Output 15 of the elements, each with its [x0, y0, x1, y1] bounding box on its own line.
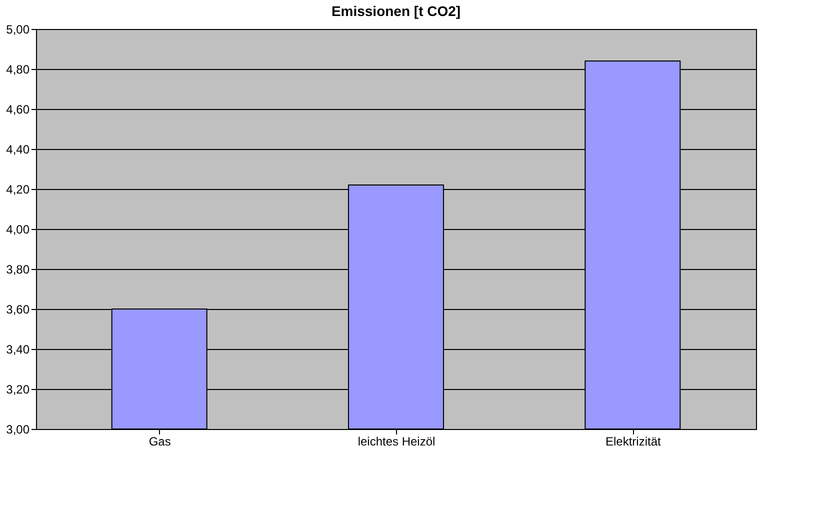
x-tick-label: leichtes Heizöl [358, 434, 436, 448]
y-tick-label: 3,60 [6, 302, 30, 316]
y-tick-label: 3,20 [6, 382, 30, 396]
x-tick-label: Elektrizität [605, 434, 662, 448]
y-tick-label: 4,40 [6, 142, 30, 156]
x-tick-label: Gas [148, 434, 171, 448]
y-tick-label: 5,00 [6, 22, 30, 36]
y-tick-label: 4,20 [6, 182, 30, 196]
y-tick-label: 3,80 [6, 262, 30, 276]
y-tick-label: 3,40 [6, 342, 30, 356]
y-tick-label: 4,80 [6, 62, 30, 76]
chart-title: Emissionen [t CO2] [331, 3, 461, 19]
y-tick-label: 4,00 [6, 222, 30, 236]
y-tick-label: 4,60 [6, 102, 30, 116]
y-tick-label: 3,00 [6, 422, 30, 436]
